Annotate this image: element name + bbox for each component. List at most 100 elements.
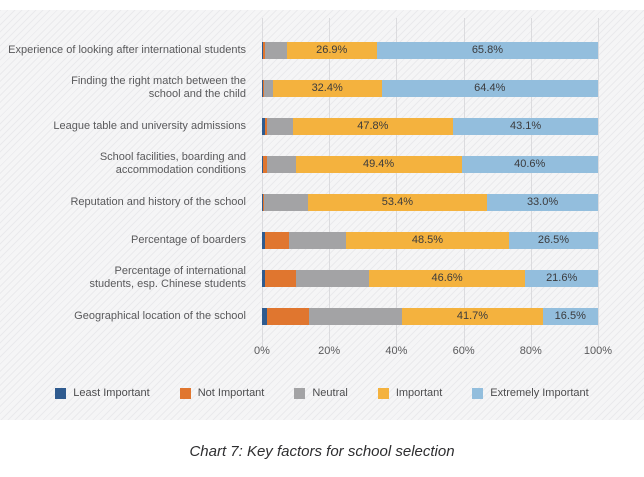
segment-least-important <box>262 269 266 287</box>
chart-panel: Experience of looking after internationa… <box>0 10 644 420</box>
x-axis: 0% 20% 40% 60% 80% 100% <box>254 343 612 361</box>
bar-row: Percentage of international students, es… <box>0 259 644 297</box>
x-tick-label: 80% <box>519 345 542 357</box>
legend-label: Not Important <box>197 387 265 399</box>
segment-neutral <box>263 79 273 97</box>
stacked-bar: 46.6% 21.6% <box>262 269 598 287</box>
segment-not-important <box>267 307 310 325</box>
gridline-20 <box>329 18 331 348</box>
bar-track: 49.4% 40.6% <box>262 155 598 173</box>
legend-swatch <box>377 387 389 399</box>
segment-not-important <box>263 41 265 59</box>
segment-neutral <box>264 41 287 59</box>
bar-row: School facilities, boarding and accommod… <box>0 145 644 183</box>
gridlines <box>262 18 599 348</box>
gridline-0 <box>262 18 263 348</box>
legend-swatch <box>472 387 484 399</box>
legend-label: Neutral <box>312 387 348 399</box>
chart-caption: Chart 7: Key factors for school selectio… <box>189 443 455 460</box>
value-label: 65.8% <box>471 44 504 56</box>
legend-label: Extremely Important <box>490 387 589 399</box>
segment-important: 46.6% <box>368 269 526 287</box>
segment-important: 26.9% <box>286 41 377 59</box>
legend-swatch <box>179 387 191 399</box>
segment-not-important <box>263 155 268 173</box>
value-label: 32.4% <box>311 82 343 94</box>
category-label: Percentage of boarders <box>131 233 246 246</box>
segment-extremely-important: 64.4% <box>381 79 598 97</box>
value-label: 41.7% <box>456 310 489 322</box>
bar-row: Finding the right match between the scho… <box>0 69 644 107</box>
gridline-100 <box>598 18 599 348</box>
bar-track: 46.6% 21.6% <box>262 269 598 287</box>
segment-least-important <box>262 193 263 211</box>
value-label: 43.1% <box>509 120 542 132</box>
value-label: 46.6% <box>431 272 463 284</box>
bar-row: Percentage of boarders 48.5% 26.5% <box>0 221 644 259</box>
x-tick-label: 0% <box>254 345 270 357</box>
gridline-80 <box>530 18 532 348</box>
segment-extremely-important: 40.6% <box>461 155 598 173</box>
bar-rows: Experience of looking after internationa… <box>0 31 644 335</box>
segment-least-important <box>262 231 266 249</box>
legend-label: Least Important <box>73 387 150 399</box>
legend: Least Important Not Important Neutral Impor… <box>0 387 644 399</box>
segment-not-important <box>265 117 268 135</box>
legend-item-important: Important <box>377 387 442 399</box>
stacked-bar: 26.9% 65.8% <box>262 41 598 59</box>
bar-track: 48.5% 26.5% <box>262 231 598 249</box>
segment-extremely-important: 16.5% <box>542 307 598 325</box>
segment-important: 48.5% <box>345 231 509 249</box>
segment-neutral <box>267 117 293 135</box>
value-label: 26.5% <box>537 234 570 246</box>
gridline-60 <box>463 18 465 348</box>
x-tick-label: 60% <box>452 345 475 357</box>
segment-neutral <box>288 231 346 249</box>
stacked-bar: 41.7% 16.5% <box>262 307 598 325</box>
stacked-bar-chart: Experience of looking after internationa… <box>0 10 644 361</box>
value-label: 48.5% <box>411 234 444 246</box>
stacked-bar: 32.4% 64.4% <box>262 79 598 97</box>
segment-neutral <box>264 193 308 211</box>
category-label: Experience of looking after internationa… <box>8 43 246 56</box>
segment-extremely-important: 43.1% <box>453 117 598 135</box>
segment-important: 47.8% <box>292 117 454 135</box>
x-tick-label: 20% <box>318 345 341 357</box>
segment-not-important <box>265 269 297 287</box>
bar-track: 26.9% 65.8% <box>262 41 598 59</box>
stacked-bar: 48.5% 26.5% <box>262 231 598 249</box>
value-label: 40.6% <box>514 158 546 170</box>
stacked-bar: 47.8% 43.1% <box>262 117 598 135</box>
bar-row: League table and university admissions 47… <box>0 107 644 145</box>
segment-extremely-important: 33.0% <box>487 193 598 211</box>
segment-extremely-important: 21.6% <box>525 269 598 287</box>
segment-neutral <box>309 307 403 325</box>
segment-not-important <box>262 193 265 211</box>
bar-row: Reputation and history of the school 53.4… <box>0 183 644 221</box>
category-label: Percentage of international students, es… <box>89 265 246 290</box>
bar-row: Geographical location of the school 41.7%… <box>0 297 644 335</box>
bar-track: 47.8% 43.1% <box>262 117 598 135</box>
category-label: League table and university admissions <box>53 119 246 132</box>
value-label: 26.9% <box>316 44 348 56</box>
category-label: Finding the right match between the scho… <box>71 75 246 100</box>
bar-track: 32.4% 64.4% <box>262 79 598 97</box>
legend-item-neutral: Neutral <box>294 387 348 399</box>
bar-track: 53.4% 33.0% <box>262 193 598 211</box>
category-label: Reputation and history of the school <box>70 195 246 208</box>
segment-least-important <box>262 155 263 173</box>
segment-extremely-important: 26.5% <box>508 231 598 249</box>
segment-least-important <box>262 79 263 97</box>
segment-important: 32.4% <box>272 79 382 97</box>
segment-least-important <box>262 41 263 59</box>
value-label: 21.6% <box>546 272 578 284</box>
segment-not-important <box>265 231 289 249</box>
segment-important: 53.4% <box>307 193 488 211</box>
legend-item-least-important: Least Important <box>55 387 150 399</box>
gridline-40 <box>396 18 398 348</box>
value-label: 49.4% <box>362 158 395 170</box>
legend-item-extremely-important: Extremely Important <box>472 387 589 399</box>
legend-swatch <box>55 387 67 399</box>
segment-least-important <box>262 117 266 135</box>
segment-neutral <box>296 269 369 287</box>
